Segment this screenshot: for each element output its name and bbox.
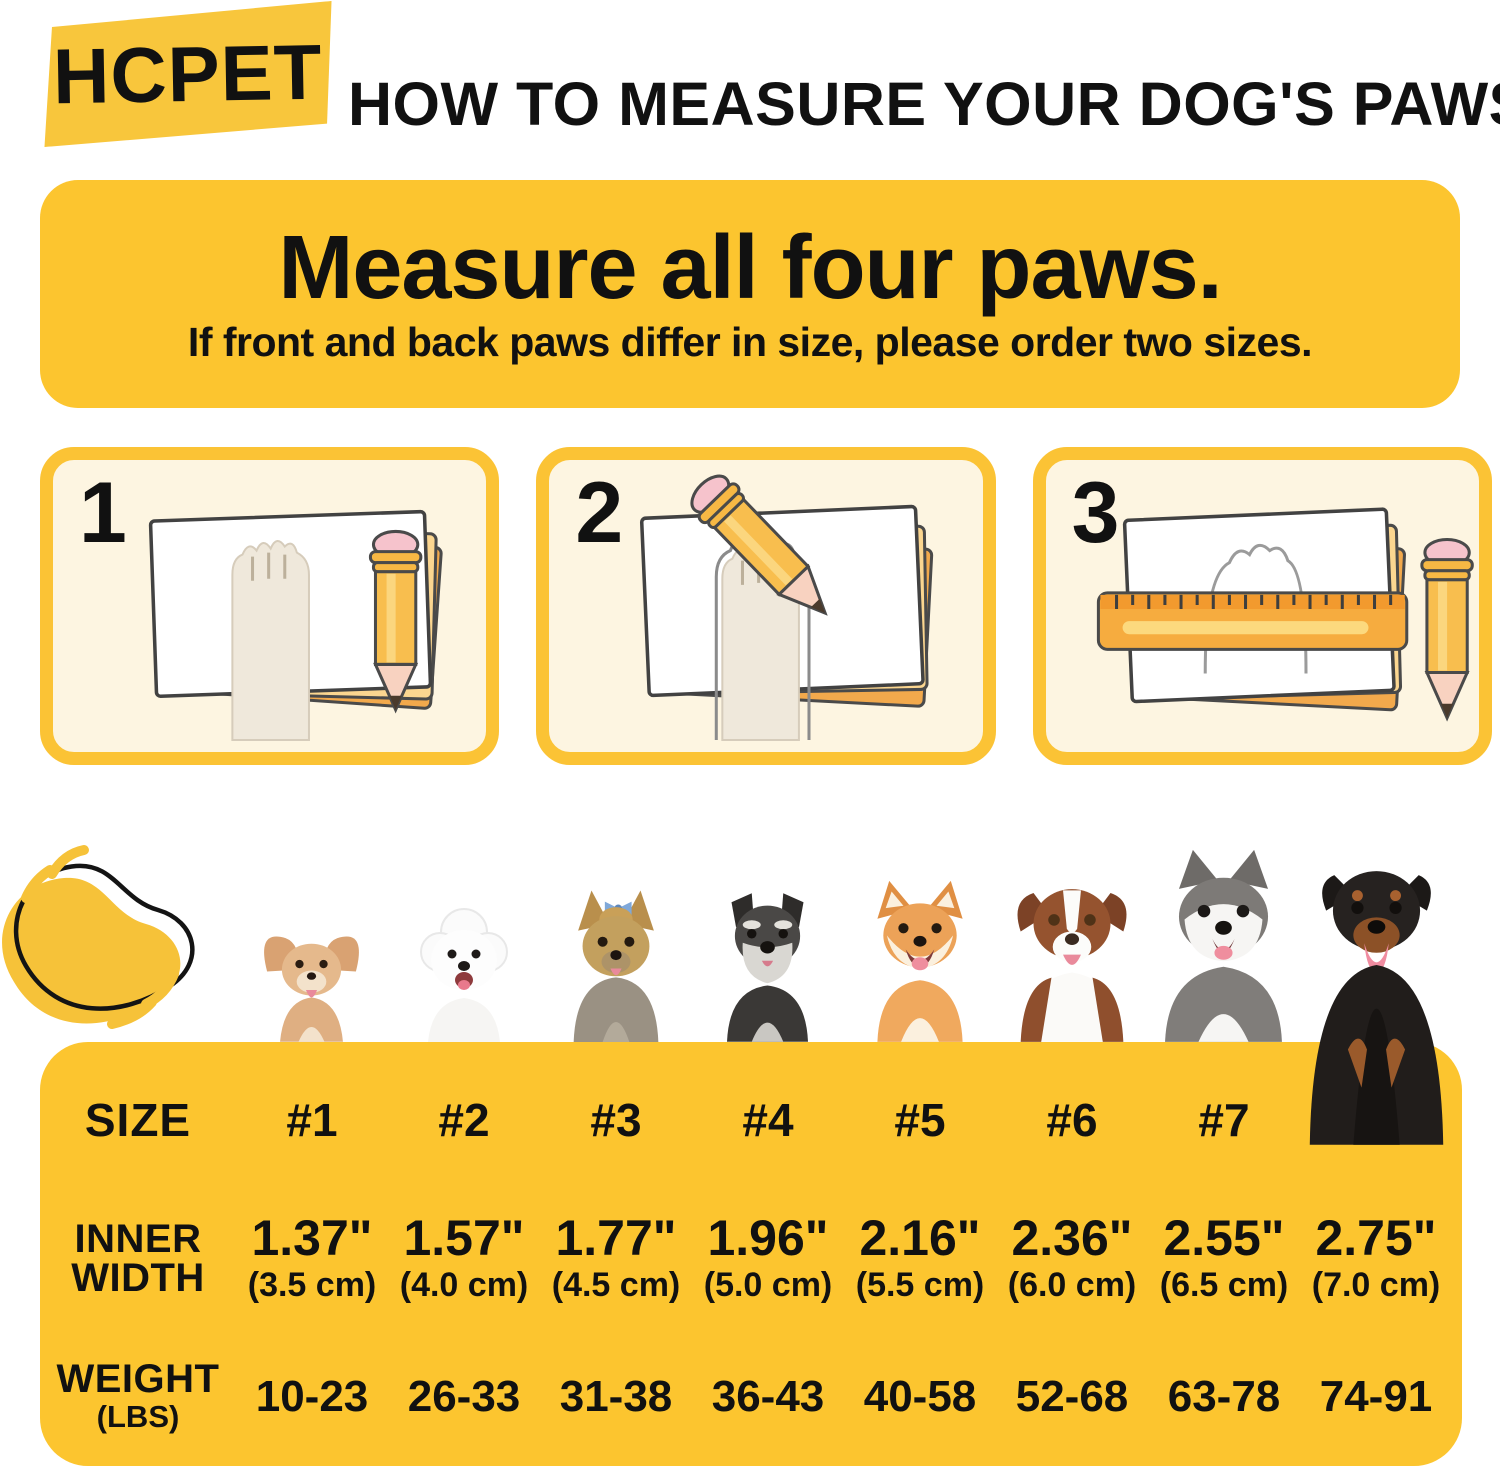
weight-7: 63-78 xyxy=(1167,1372,1281,1421)
size-value-1: #1 xyxy=(286,1094,338,1146)
dog-photo-rottweiler xyxy=(1288,845,1465,1145)
size-value-7: #7 xyxy=(1198,1094,1250,1146)
paw-on-paper-illustration xyxy=(148,509,443,742)
inner-width-3: 1.77" (4.5 cm) xyxy=(551,1210,681,1304)
step-card-2: 2 xyxy=(536,447,996,765)
dog-photo-alaskan-malamute xyxy=(1140,847,1307,1042)
step-number: 1 xyxy=(79,465,127,561)
size-value-2: #2 xyxy=(438,1094,490,1146)
banner-subtitle: If front and back paws differ in size, p… xyxy=(187,318,1313,365)
inner-width-8: 2.75" (7.0 cm) xyxy=(1311,1210,1441,1304)
decorative-blob-icon xyxy=(2,845,195,1029)
weight-3: 31-38 xyxy=(559,1372,673,1421)
inner-width-4: 1.96" (5.0 cm) xyxy=(703,1210,833,1304)
measuring-steps: 1 2 xyxy=(40,447,1492,765)
weight-2: 26-33 xyxy=(407,1372,521,1421)
trace-paw-illustration xyxy=(640,474,934,742)
weight-4: 36-43 xyxy=(711,1372,825,1421)
weight-1: 10-23 xyxy=(255,1372,369,1421)
banner-title: Measure all four paws. xyxy=(278,217,1222,318)
dog-photo-bichon-frise xyxy=(404,902,524,1042)
step-number: 3 xyxy=(1071,465,1120,561)
hcpet-logo-text: HCPET xyxy=(52,27,324,120)
ruler-measure-illustration xyxy=(1096,507,1474,722)
step-number: 2 xyxy=(575,465,624,561)
row-label-weight: WEIGHT (LBS) xyxy=(56,1357,220,1434)
row-label-inner-width: INNER WIDTH xyxy=(71,1216,205,1300)
inner-width-6: 2.36" (6.0 cm) xyxy=(1007,1210,1137,1304)
size-chart-table: SIZE #1 #2 #3 #4 #5 #6 #7 #8 INNER WIDTH… xyxy=(40,1042,1462,1466)
step-card-1: 1 xyxy=(40,447,500,765)
inner-width-7: 2.55" (6.5 cm) xyxy=(1159,1210,1289,1304)
size-value-4: #4 xyxy=(742,1094,794,1146)
page-title: HOW TO MEASURE YOUR DOG'S PAWS xyxy=(348,69,1500,138)
size-value-6: #6 xyxy=(1046,1094,1098,1146)
hcpet-logo: HCPET xyxy=(40,1,337,147)
dog-photo-shiba-inu xyxy=(849,876,991,1042)
measure-banner: Measure all four paws. If front and back… xyxy=(40,180,1460,408)
weight-6: 52-68 xyxy=(1015,1372,1129,1421)
size-value-3: #3 xyxy=(590,1094,642,1146)
inner-width-1: 1.37" (3.5 cm) xyxy=(247,1210,377,1304)
dog-photo-australian-shepherd xyxy=(995,862,1149,1042)
inner-width-5: 2.16" (5.5 cm) xyxy=(855,1210,985,1304)
dog-photo-chihuahua xyxy=(256,912,367,1042)
row-label-size: SIZE xyxy=(84,1094,192,1146)
inner-width-2: 1.57" (4.0 cm) xyxy=(399,1210,529,1304)
weight-8: 74-91 xyxy=(1319,1372,1433,1421)
step-card-3: 3 xyxy=(1032,447,1492,765)
dog-photo-yorkshire-terrier xyxy=(549,886,683,1042)
dog-photo-miniature-schnauzer xyxy=(700,884,835,1042)
size-value-5: #5 xyxy=(894,1094,946,1146)
weight-5: 40-58 xyxy=(863,1372,977,1421)
